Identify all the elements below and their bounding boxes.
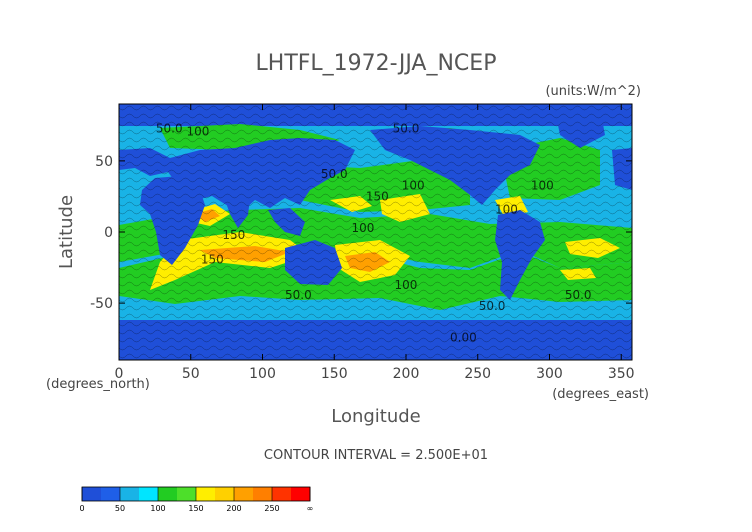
colorbar-swatch [291,487,311,501]
contour-label-layer: 50.0 100 50.050.01001501001001001501501005… [156,121,592,344]
contour-label: 50.0 [156,121,183,135]
units-label: (units:W/m^2) [545,84,641,99]
contour-label: 100 [186,124,209,138]
colorbar-swatch [234,487,254,501]
y-axis: -50 0 50 [90,154,632,312]
contour-label: 50.0 [393,121,420,135]
colorbar-label: 200 [226,504,241,513]
contour-label: 100 [351,221,374,235]
colorbar-label: 100 [150,504,165,513]
chart-title: LHTFL_1972-JJA_NCEP [256,51,497,76]
colorbar-label: 150 [188,504,203,513]
colorbar-label: ∞ [307,504,314,513]
contour-lines [119,104,632,360]
contour-label: 150 [366,190,389,204]
y-axis-label: Latitude [56,195,77,269]
colorbar-label: 250 [264,504,279,513]
colorbar-swatch [253,487,273,501]
colorbar-label: 50 [115,504,125,513]
x-tick-label: 350 [608,366,635,382]
colorbar-swatch [82,487,102,501]
colorbar-swatch [196,487,216,501]
x-tick-label: 250 [464,366,491,382]
colorbar-swatch [215,487,235,501]
contour-interval-text: CONTOUR INTERVAL = 2.500E+01 [264,448,488,463]
colorbar-swatch [120,487,140,501]
map-plot: 50.0 100 50.050.01001501001001001501501005… [119,104,632,360]
contour-label: 100 [531,178,554,192]
x-tick-label: 300 [536,366,563,382]
colorbar-swatch [158,487,178,501]
contour-label: 0.00 [450,331,477,345]
y-tick-label: 50 [95,154,113,170]
colorbar-swatch [139,487,159,501]
contour-label: 100 [395,278,418,292]
contour-label: 150 [201,252,224,266]
y-tick-label: -50 [90,296,113,312]
x-axis: 0 50 100 150 200 250 300 350 [115,104,635,382]
x-tick-label: 200 [393,366,420,382]
contour-label: 50.0 [321,167,348,181]
x-axis-label: Longitude [331,406,421,427]
y-unit-label: (degrees_north) [46,377,150,392]
contour-label: 100 [495,203,518,217]
contour-label: 50.0 [285,288,312,302]
contour-label: 50.0 [479,299,506,313]
x-tick-label: 50 [182,366,200,382]
colorbar: 0 50 100 150 200 250 ∞ [79,486,314,513]
colorbar-swatch [101,487,121,501]
colorbar-swatch [272,487,292,501]
x-tick-label: 0 [115,366,124,382]
contour-label: 150 [222,228,245,242]
y-tick-label: 0 [104,225,113,241]
contour-label: 100 [402,178,425,192]
colorbar-swatch [177,487,197,501]
x-unit-label: (degrees_east) [552,387,649,402]
colorbar-label: 0 [79,504,84,513]
contour-label: 50.0 [565,288,592,302]
x-tick-label: 100 [249,366,276,382]
x-tick-label: 150 [321,366,348,382]
